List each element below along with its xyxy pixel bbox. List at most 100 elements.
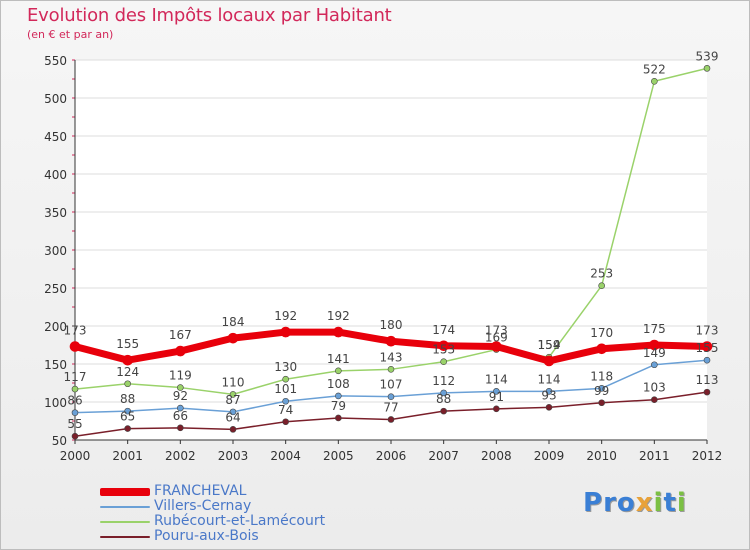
data-label: 130: [274, 360, 297, 374]
data-point: [387, 416, 395, 423]
data-point: [493, 405, 500, 413]
data-label: 155: [696, 341, 719, 355]
legend-item: Pouru-aux-Bois: [100, 529, 325, 544]
data-point: [543, 355, 555, 367]
data-label: 153: [432, 343, 455, 357]
data-label: 93: [541, 388, 556, 402]
x-tick-label: 2008: [481, 449, 512, 463]
x-tick-label: 2004: [270, 449, 301, 463]
legend-label: FRANCHEVAL: [154, 483, 247, 499]
x-tick-label: 2002: [165, 449, 196, 463]
data-label: 149: [643, 346, 666, 360]
data-label: 169: [485, 331, 508, 345]
data-label: 192: [274, 309, 297, 323]
y-tick-label: 250: [44, 282, 67, 296]
data-point: [545, 388, 553, 395]
data-point: [282, 418, 289, 426]
data-point: [598, 399, 605, 407]
proxiti-logo: Proxiti: [583, 488, 687, 518]
data-label: 101: [274, 382, 297, 396]
data-label: 253: [590, 267, 613, 281]
data-point: [493, 388, 500, 395]
data-point: [124, 425, 131, 432]
legend-swatch: [100, 536, 150, 538]
data-label: 173: [64, 324, 87, 338]
legend-label: Rubécourt-et-Lamécourt: [154, 513, 326, 529]
data-label: 114: [538, 372, 561, 386]
data-point: [701, 341, 713, 352]
data-point: [440, 389, 447, 397]
data-label: 175: [643, 322, 666, 336]
data-point: [651, 361, 658, 369]
data-label: 91: [489, 390, 504, 404]
logo-letter: o: [616, 488, 636, 518]
data-point: [387, 393, 395, 400]
data-label: 155: [116, 337, 139, 351]
data-label: 110: [222, 375, 245, 389]
data-point: [333, 326, 344, 338]
data-point: [71, 385, 79, 393]
chart-subtitle: (en € et par an): [27, 28, 114, 41]
legend-swatch: [100, 488, 150, 496]
data-point: [651, 77, 658, 85]
data-label: 141: [327, 352, 350, 366]
y-tick-label: 400: [44, 168, 67, 182]
data-label: 159: [538, 338, 561, 352]
x-tick-label: 2003: [218, 449, 249, 463]
data-label: 79: [331, 399, 346, 413]
data-point: [124, 407, 131, 415]
y-tick-label: 550: [44, 54, 67, 68]
x-tick-label: 2009: [534, 449, 565, 463]
data-point: [71, 409, 79, 416]
data-point: [227, 332, 239, 344]
legend-label: Pouru-aux-Bois: [154, 528, 259, 544]
logo-letter: i: [653, 488, 664, 518]
data-label: 167: [169, 328, 192, 342]
data-label: 154: [538, 338, 561, 352]
y-tick-label: 300: [44, 244, 67, 258]
data-point: [335, 367, 342, 375]
data-point: [649, 339, 660, 351]
data-point: [229, 408, 237, 416]
x-tick-label: 2012: [692, 449, 723, 463]
data-point: [335, 392, 342, 400]
x-tick-label: 2010: [586, 449, 617, 463]
data-point: [703, 356, 711, 364]
data-point: [229, 391, 237, 398]
data-point: [703, 388, 711, 396]
data-label: 124: [116, 365, 139, 379]
data-point: [703, 65, 711, 72]
data-label: 539: [696, 49, 719, 63]
y-tick-label: 50: [52, 434, 67, 448]
y-tick-label: 200: [44, 320, 67, 334]
data-point: [177, 424, 184, 432]
data-point: [282, 375, 289, 383]
data-point: [385, 335, 397, 347]
x-tick-label: 2011: [639, 449, 670, 463]
y-tick-label: 100: [44, 396, 67, 410]
data-label: 112: [432, 374, 455, 388]
data-point: [282, 397, 289, 405]
data-point: [177, 384, 184, 391]
data-label: 65: [120, 410, 135, 424]
data-point: [598, 282, 605, 290]
logo-letter: r: [603, 488, 617, 518]
data-label: 118: [590, 369, 613, 383]
x-tick-label: 2006: [376, 449, 407, 463]
data-point: [177, 404, 184, 412]
logo-letter: P: [583, 488, 604, 518]
legend-item: FRANCHEVAL: [100, 484, 325, 499]
data-label: 88: [120, 392, 135, 406]
data-point: [124, 380, 131, 388]
data-label: 522: [643, 62, 666, 76]
data-label: 192: [327, 309, 350, 323]
data-label: 114: [485, 372, 508, 386]
data-point: [387, 366, 395, 373]
legend: FRANCHEVAL Villers-Cernay Rubécourt-et-L…: [100, 484, 325, 544]
data-point: [71, 432, 79, 440]
legend-swatch: [100, 506, 150, 508]
data-label: 143: [380, 350, 403, 364]
data-label: 180: [380, 318, 403, 332]
legend-swatch: [100, 521, 150, 523]
data-point: [335, 414, 342, 422]
